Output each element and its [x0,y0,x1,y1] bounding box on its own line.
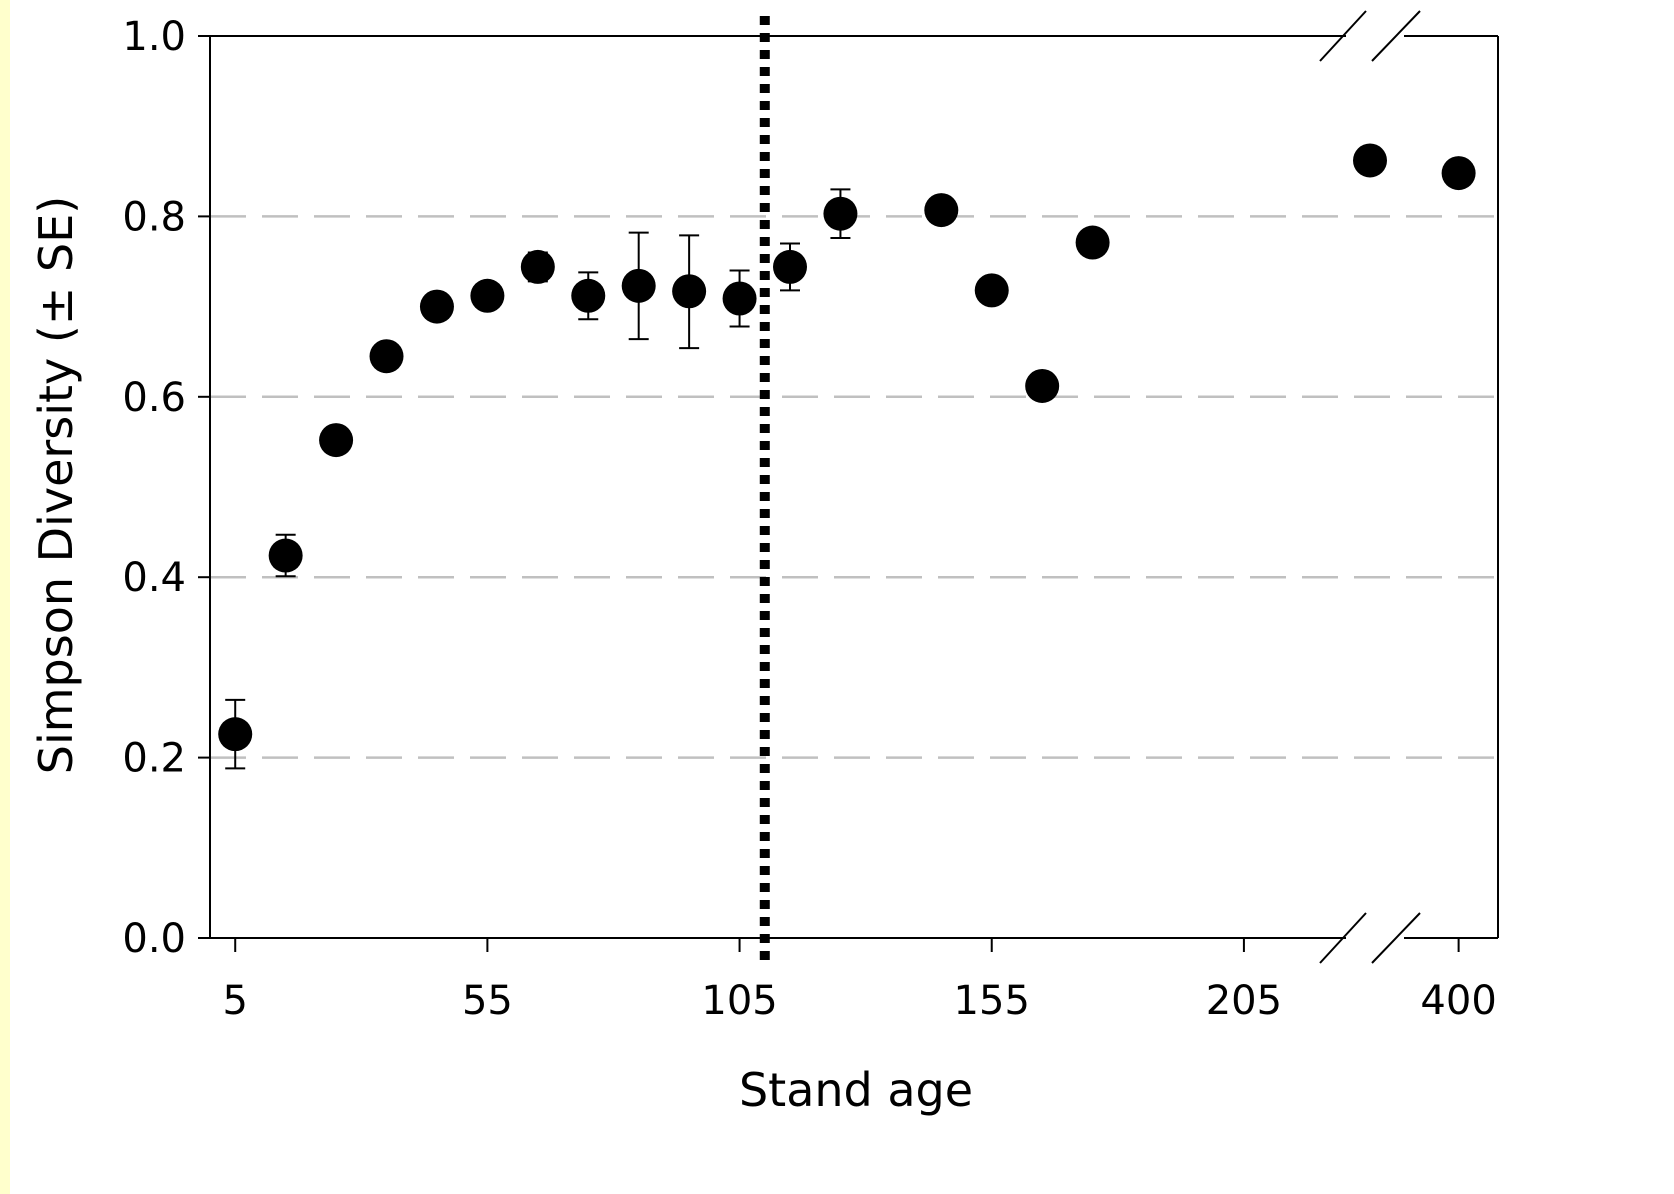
x-axis-title: Stand age [739,1063,973,1117]
data-point [369,339,404,374]
data-point [419,289,454,324]
data-points [218,143,1476,752]
data-point [470,278,505,313]
x-tick-label: 205 [1206,978,1282,1024]
x-tick-label: 55 [462,978,513,1024]
axes [198,10,1499,964]
y-axis-title: Simpson Diversity (± SE) [29,196,83,774]
x-tick-labels: 5 55 105 155 205 400 [222,978,1496,1024]
data-point [823,196,858,231]
data-point [722,281,757,316]
x-tick-label: 105 [701,978,777,1024]
y-tick-labels: 0.0 0.2 0.4 0.6 0.8 1.0 [122,14,186,962]
chart-figure: 0.0 0.2 0.4 0.6 0.8 1.0 5 55 105 155 205 400 Stand… [10,0,1674,1194]
x-tick-label: 400 [1420,978,1496,1024]
y-tick-label: 0.0 [122,916,186,962]
data-point [974,273,1009,308]
axis-break-mark [1371,10,1421,62]
y-tick-label: 0.8 [122,194,186,240]
x-tick-label: 155 [954,978,1030,1024]
y-tick-label: 0.4 [122,555,186,601]
data-point [218,717,253,752]
data-point [571,278,606,313]
data-point [520,249,555,284]
gridlines [210,215,1498,759]
data-point [1441,156,1476,191]
y-tick-label: 0.2 [122,736,186,782]
data-point [773,249,807,284]
data-point [672,274,707,309]
y-tick-label: 1.0 [122,14,186,60]
data-point [268,538,303,573]
data-point [1025,368,1060,403]
data-point [1353,143,1387,178]
data-point [924,193,959,228]
scatter-chart: 0.00.20.40.60.81.0 5 55 105 155 205 400 Stand… [29,10,1499,1117]
data-point [319,423,354,458]
axis-break-mark [1319,912,1367,964]
data-point [621,268,656,303]
x-tick-label: 5 [222,978,247,1024]
axis-break-mark [1319,10,1367,62]
y-tick-label: 0.6 [122,375,186,421]
axis-break-mark [1371,912,1421,964]
data-point [1075,225,1110,260]
